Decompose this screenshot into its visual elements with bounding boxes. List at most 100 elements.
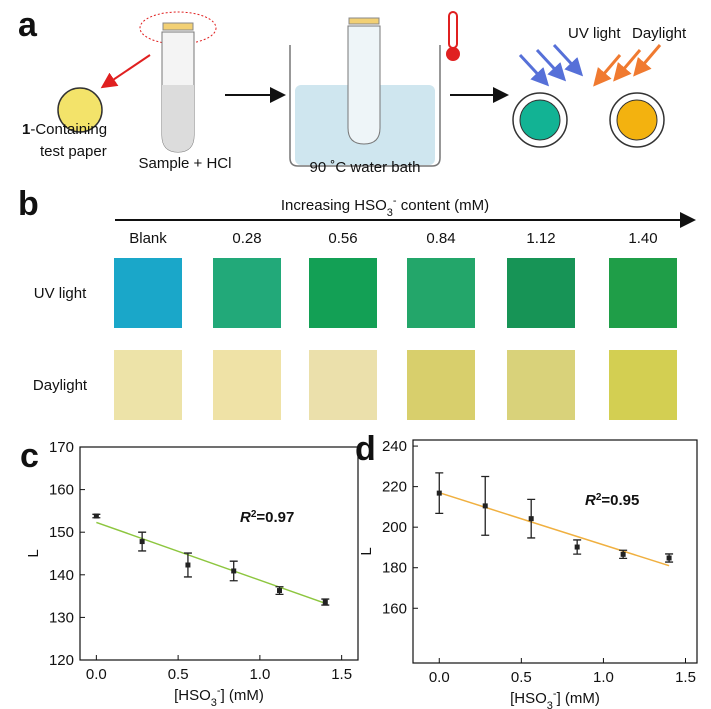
daylight-result xyxy=(616,99,658,141)
paper-label: 1-Containing xyxy=(22,121,107,138)
uv-rays xyxy=(518,43,584,87)
swatch xyxy=(609,350,677,420)
row-label: Daylight xyxy=(33,377,88,394)
label-part: 3 xyxy=(547,700,553,709)
bath-label: 90 ˚C water bath xyxy=(310,159,421,176)
annotation-part: 2 xyxy=(596,492,602,503)
y-tick-label: 130 xyxy=(49,609,74,626)
swatch xyxy=(114,258,182,328)
plot-frame xyxy=(79,446,359,661)
y-axis-label: L xyxy=(358,547,375,555)
annotation: R2=0.97 xyxy=(240,509,294,527)
annotation-part: 2 xyxy=(251,509,257,520)
panel-label: d xyxy=(355,430,376,468)
label-part: - xyxy=(553,688,557,700)
point xyxy=(185,562,191,568)
panel-label: b xyxy=(18,185,39,223)
swatch xyxy=(609,258,677,328)
x-tick-label: 0.5 xyxy=(168,666,189,683)
point xyxy=(482,503,488,509)
fit-line xyxy=(96,521,326,605)
point xyxy=(277,588,283,594)
swatch xyxy=(407,350,475,420)
label-part: ] (mM) xyxy=(557,690,600,707)
x-tick-label: 0.0 xyxy=(86,666,107,683)
row-label: UV light xyxy=(34,285,87,302)
x-tick-label: 1.0 xyxy=(249,666,270,683)
y-tick-label: 200 xyxy=(382,519,407,536)
label-part: [HSO xyxy=(510,690,547,707)
column-label: 0.28 xyxy=(232,230,261,247)
panel-label: a xyxy=(18,6,38,44)
point xyxy=(322,599,328,605)
tube xyxy=(347,25,381,145)
y-tick-label: 160 xyxy=(382,600,407,617)
swatches: Blank 0.28 0.56 0.84 1.12 1.40 UV light Dayligh… xyxy=(33,230,677,420)
y-axis-label: L xyxy=(25,549,42,557)
point xyxy=(574,544,580,550)
daylight-rays xyxy=(593,44,662,87)
arrow xyxy=(100,54,151,89)
x-axis-label: [HSO3-] (mM) xyxy=(174,685,264,709)
point xyxy=(93,513,99,519)
daylight-label: Daylight xyxy=(632,25,687,42)
swatch xyxy=(309,258,377,328)
y-tick-label: 140 xyxy=(49,567,74,584)
text: content (mM) xyxy=(397,197,490,214)
column-label: 0.56 xyxy=(328,230,357,247)
column-label: Blank xyxy=(129,230,167,247)
cap xyxy=(162,22,194,31)
point xyxy=(231,568,237,574)
swatch xyxy=(309,350,377,420)
y-tick-label: 220 xyxy=(382,479,407,496)
column-label: 0.84 xyxy=(426,230,455,247)
fit-line xyxy=(439,491,670,567)
compound: 1 xyxy=(22,121,30,138)
thermometer xyxy=(448,11,458,49)
point xyxy=(139,539,145,545)
beaker xyxy=(289,45,441,167)
swatch xyxy=(507,350,575,420)
y-tick-label: 150 xyxy=(49,524,74,541)
point xyxy=(436,490,442,496)
text: -Containing xyxy=(30,121,107,138)
swatch xyxy=(114,350,182,420)
label-part: 3 xyxy=(211,697,217,709)
x-tick-label: 1.5 xyxy=(675,669,696,686)
swatch xyxy=(407,258,475,328)
x-tick-label: 0.0 xyxy=(429,669,450,686)
cap xyxy=(348,17,380,25)
annotation-part: R xyxy=(585,492,596,509)
swatch xyxy=(213,350,281,420)
text: Increasing HSO xyxy=(281,197,387,214)
b-title: Increasing HSO3- content (mM) xyxy=(281,195,489,219)
subscript: 3 xyxy=(387,207,393,219)
y-tick-label: 160 xyxy=(49,482,74,499)
uv-result xyxy=(519,99,561,141)
point xyxy=(620,551,626,557)
swatch xyxy=(213,258,281,328)
column-label: 1.12 xyxy=(526,230,555,247)
y-tick-label: 240 xyxy=(382,438,407,455)
superscript: - xyxy=(393,195,397,207)
x-tick-label: 1.0 xyxy=(593,669,614,686)
plot-frame xyxy=(412,439,698,664)
sample xyxy=(162,85,194,152)
y-tick-label: 120 xyxy=(49,652,74,669)
annotation-part: R xyxy=(240,509,251,526)
y-tick-label: 180 xyxy=(382,560,407,577)
thermometer-bulb xyxy=(446,47,460,61)
annotation-part: =0.97 xyxy=(256,509,294,526)
label-part: ] (mM) xyxy=(221,687,264,704)
panel-label: c xyxy=(20,437,39,475)
label-part: - xyxy=(217,685,221,697)
swatch xyxy=(507,258,575,328)
x-tick-label: 0.5 xyxy=(511,669,532,686)
uv-label: UV light xyxy=(568,25,621,42)
x-tick-label: 1.5 xyxy=(331,666,352,683)
paper-label: test paper xyxy=(40,143,107,160)
label-part: [HSO xyxy=(174,687,211,704)
column-label: 1.40 xyxy=(628,230,657,247)
